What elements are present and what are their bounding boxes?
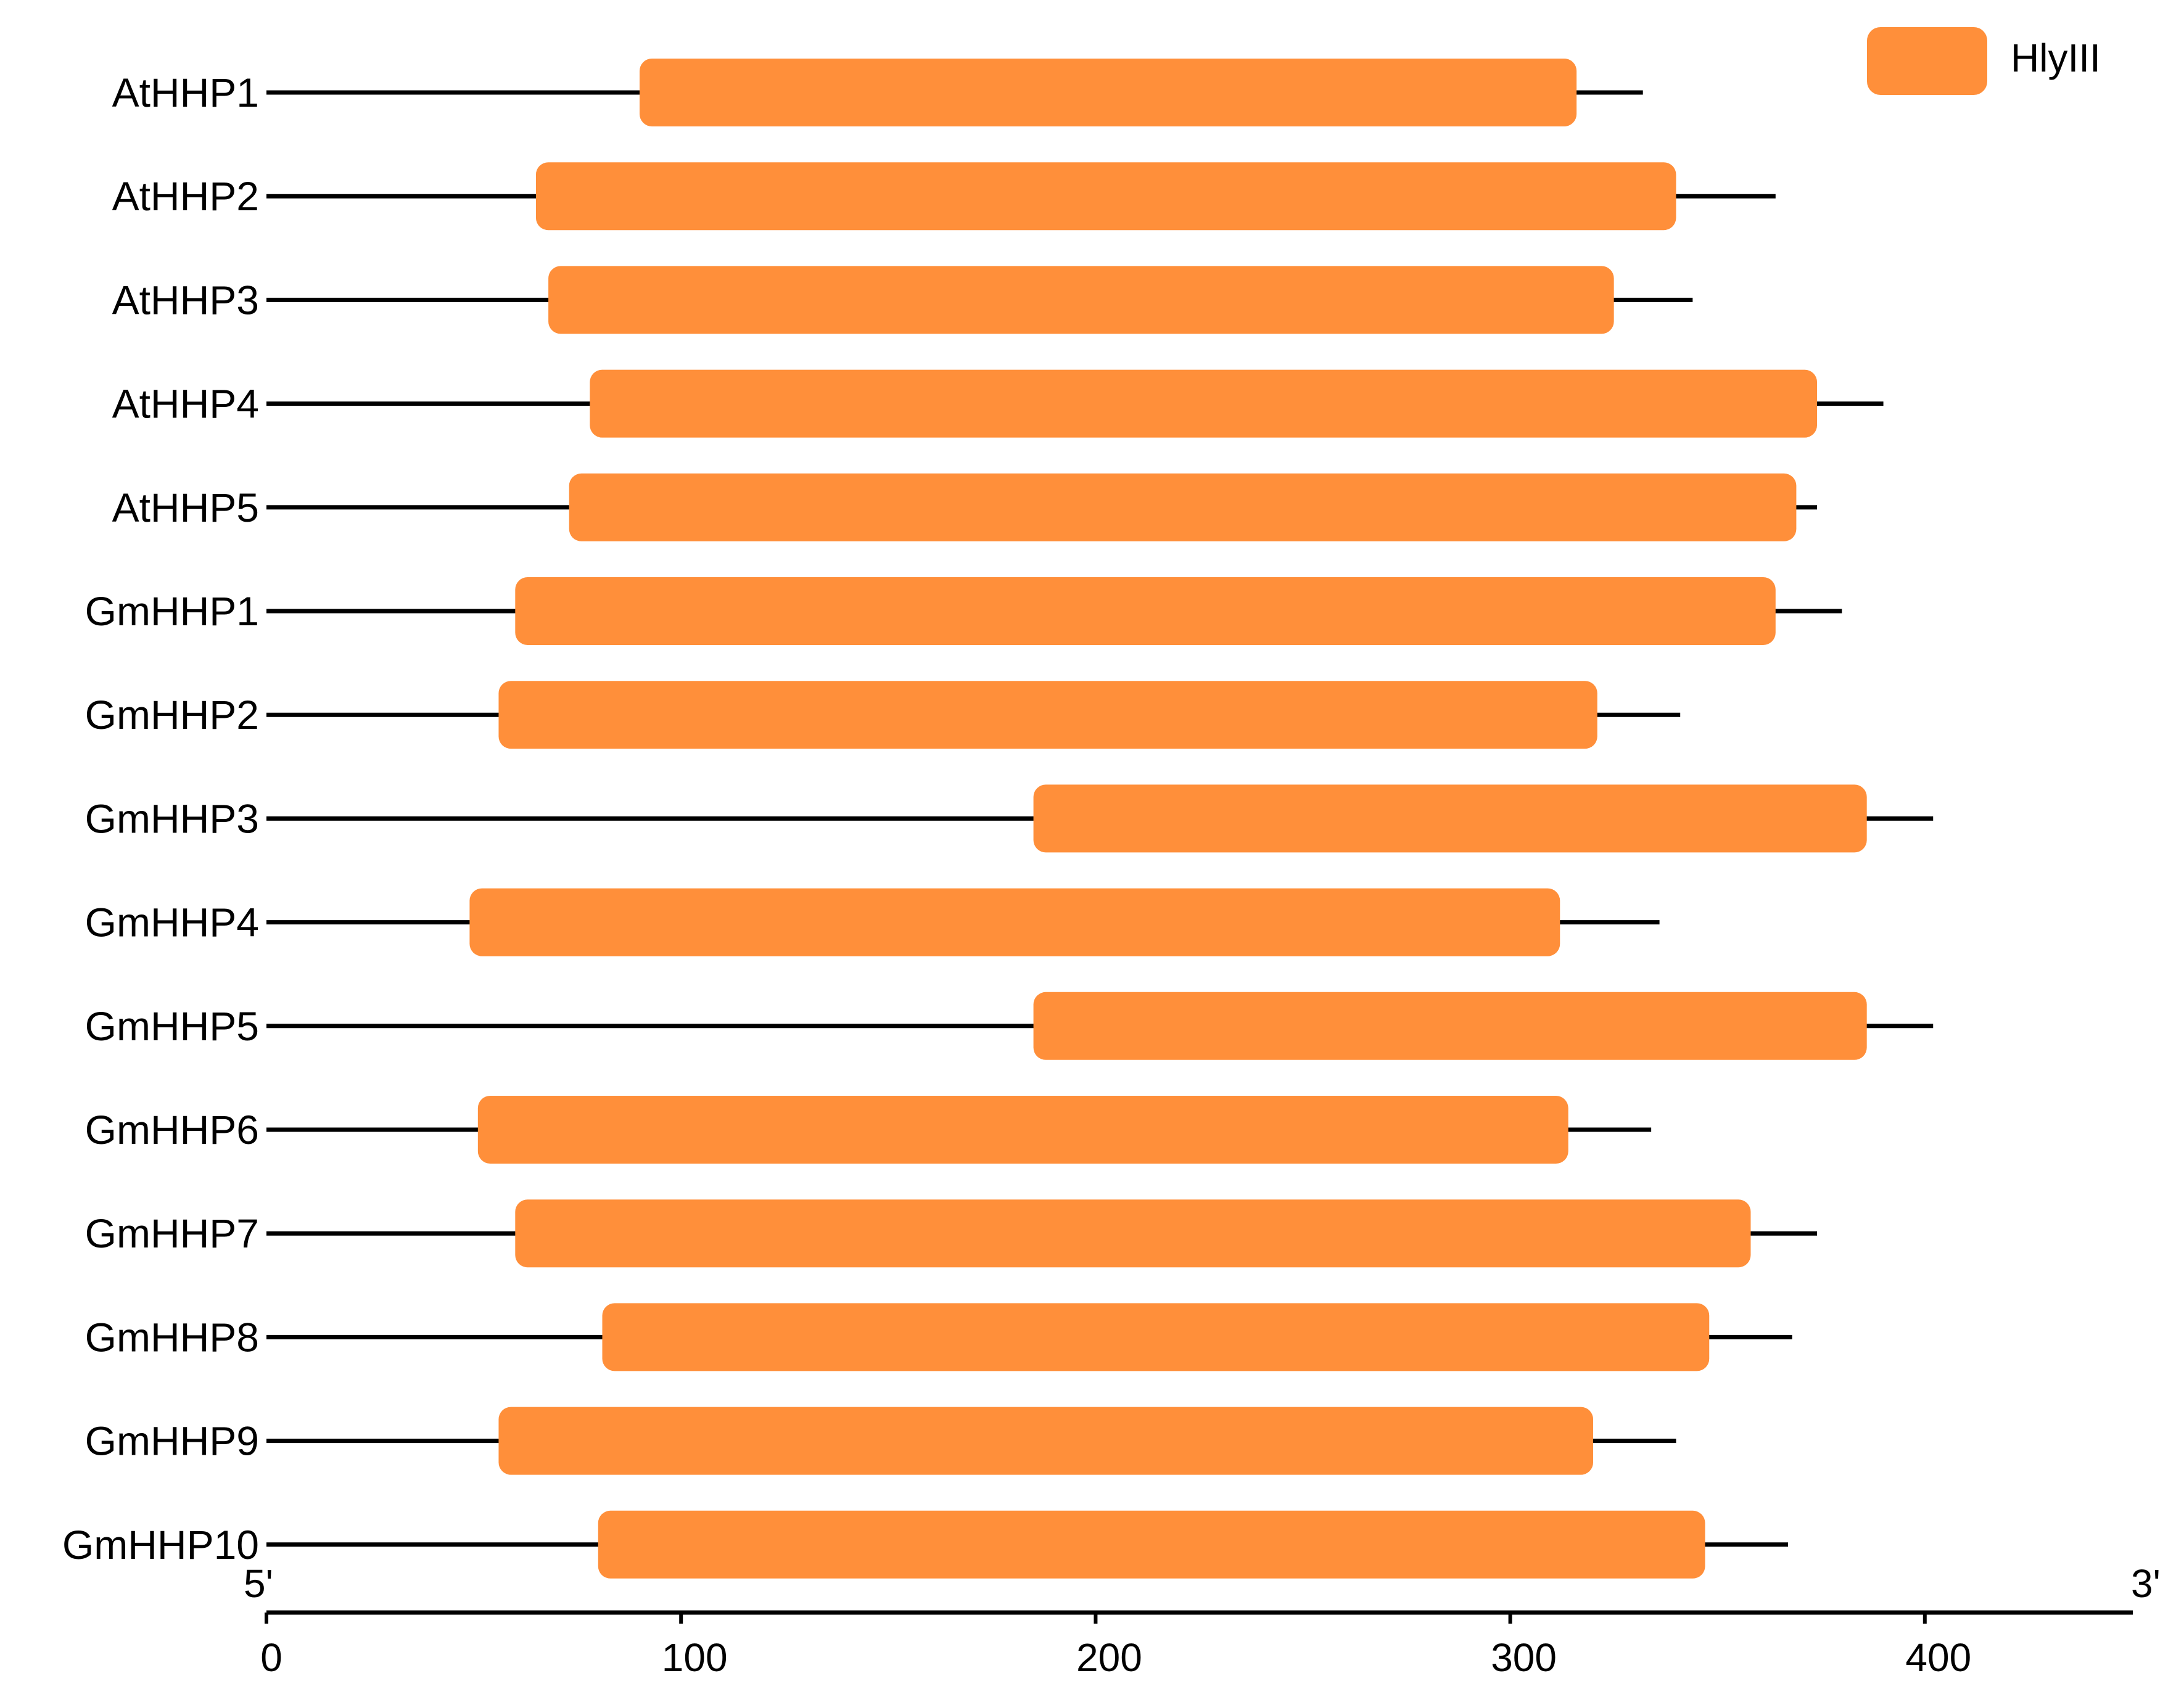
hlyiii-domain-box [515, 577, 1776, 645]
protein-label: AtHHP5 [112, 485, 259, 530]
hlyiii-domain-box [548, 266, 1614, 334]
protein-row-gmhhp3: GmHHP3 [85, 784, 1934, 853]
protein-rows: AtHHP1 AtHHP2 AtHHP3 AtHHP4 AtHHP5 GmHHP1 GmHH… [62, 59, 1934, 1579]
protein-row-gmhhp5: GmHHP5 [85, 992, 1934, 1060]
protein-row-athhp1: AtHHP1 [112, 59, 1643, 126]
protein-label: GmHHP10 [62, 1522, 259, 1568]
protein-row-athhp2: AtHHP2 [112, 162, 1776, 231]
axis-tick-label: 0 [260, 1635, 282, 1680]
axis-tick-label: 300 [1491, 1635, 1557, 1680]
protein-row-athhp3: AtHHP3 [112, 266, 1693, 334]
hlyiii-domain-box [469, 888, 1560, 956]
legend: HlyIII [1867, 27, 2101, 95]
axis-tick-label: 400 [1905, 1635, 1971, 1680]
hlyiii-domain-box [477, 1096, 1568, 1164]
protein-label: GmHHP3 [85, 795, 259, 841]
protein-label: GmHHP4 [85, 900, 259, 945]
hlyiii-domain-box [602, 1303, 1710, 1371]
protein-label: GmHHP6 [85, 1107, 259, 1153]
hlyiii-domain-box [569, 473, 1797, 541]
hlyiii-domain-box [535, 162, 1676, 231]
axis-tick-label: 200 [1076, 1635, 1142, 1680]
protein-row-gmhhp1: GmHHP1 [85, 577, 1842, 645]
protein-row-gmhhp10: GmHHP10 [62, 1510, 1788, 1579]
protein-label: AtHHP3 [112, 277, 259, 323]
hlyiii-domain-box [515, 1199, 1751, 1268]
scale-axis: 5' 3' 0 100 200 300 400 [244, 1561, 2161, 1680]
legend-swatch-hlyiii [1867, 27, 1987, 95]
protein-label: GmHHP9 [85, 1418, 259, 1464]
protein-row-gmhhp7: GmHHP7 [85, 1199, 1818, 1268]
axis-ticks: 0 100 200 300 400 [260, 1613, 1971, 1680]
protein-label: GmHHP7 [85, 1210, 259, 1256]
axis-tick-label: 100 [662, 1635, 728, 1680]
hlyiii-domain-box [498, 1407, 1594, 1475]
protein-label: AtHHP2 [112, 173, 259, 219]
protein-row-gmhhp4: GmHHP4 [85, 888, 1660, 956]
protein-label: GmHHP8 [85, 1314, 259, 1360]
axis-three-prime-label: 3' [2131, 1561, 2161, 1606]
legend-label-hlyiii: HlyIII [2011, 36, 2101, 80]
protein-row-athhp4: AtHHP4 [112, 369, 1884, 438]
hlyiii-domain-box [1033, 992, 1867, 1060]
protein-label: GmHHP2 [85, 692, 259, 738]
axis-five-prime-label: 5' [244, 1561, 273, 1606]
protein-row-athhp5: AtHHP5 [112, 473, 1818, 541]
protein-row-gmhhp8: GmHHP8 [85, 1303, 1792, 1371]
protein-row-gmhhp9: GmHHP9 [85, 1407, 1676, 1475]
protein-label: AtHHP4 [112, 381, 259, 427]
hlyiii-domain-box [598, 1510, 1705, 1579]
protein-label: AtHHP1 [112, 70, 259, 115]
hlyiii-domain-box [498, 681, 1597, 749]
protein-label: GmHHP5 [85, 1003, 259, 1049]
hlyiii-domain-box [639, 59, 1577, 126]
hlyiii-domain-box [590, 369, 1818, 438]
protein-row-gmhhp6: GmHHP6 [85, 1096, 1652, 1164]
hlyiii-domain-box [1033, 784, 1867, 853]
protein-row-gmhhp2: GmHHP2 [85, 681, 1681, 749]
protein-label: GmHHP1 [85, 588, 259, 634]
